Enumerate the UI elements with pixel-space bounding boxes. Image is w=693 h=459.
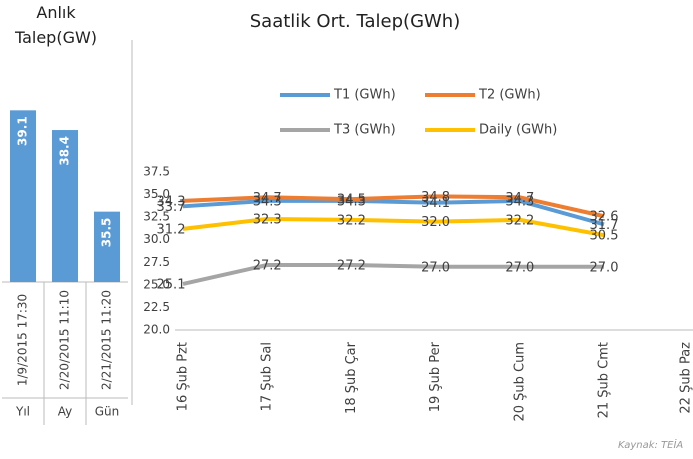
data-label: 32.2 [505,213,534,228]
series-line [182,194,605,219]
legend-label: Daily (GWh) [479,123,557,138]
x-tick-label: 16 Şub Pzt [176,342,191,411]
data-label: 27.2 [253,258,282,273]
data-label: 34.3 [337,194,366,209]
value-label: 39.1 [16,116,30,146]
x-tick-label: 21 Şub Cmt [597,342,612,418]
data-label: 27.0 [421,260,450,275]
group-label: Ay [58,405,73,419]
x-tick-label: 22 Şub Paz [679,342,693,414]
data-label: 34.8 [421,190,450,205]
data-label: 34.5 [337,193,366,208]
data-label: 32.0 [421,215,450,230]
data-label: 34.3 [157,194,186,209]
category-label: 2/20/2015 11:10 [58,290,72,390]
data-label: 32.2 [337,213,366,228]
value-label: 35.5 [100,218,114,248]
category-label: 2/21/2015 11:20 [100,290,114,390]
data-label: 34.7 [505,191,534,206]
bar [94,211,120,282]
series-line [182,216,605,238]
y-tick-label: 32.5 [143,210,170,224]
value-label: 38.4 [58,136,72,166]
source: Kaynak: TEİA [618,440,684,451]
data-label: 31.7 [590,218,619,233]
y-tick-label: 35.0 [143,187,170,201]
bar [10,110,36,282]
data-label: 27.0 [590,260,619,275]
legend-label: T1 (GWh) [333,88,396,103]
group-label: Gün [95,405,120,419]
data-label: 34.7 [253,191,282,206]
y-tick-label: 20.0 [143,323,170,337]
data-label: 33.7 [157,200,186,215]
x-tick-label: 19 Şub Per [428,341,443,412]
data-label: 31.2 [157,222,186,237]
data-label: 34.3 [505,194,534,209]
category-label: 1/9/2015 17:30 [16,294,30,386]
y-tick-label: 37.5 [143,165,170,179]
data-label: 25.1 [157,277,186,292]
series-line [182,262,604,286]
chart-title: Saatlik Ort. Talep(GWh) [250,11,461,32]
x-tick-label: 20 Şub Cum [512,342,527,422]
x-tick-label: 17 Şub Sal [260,342,275,411]
x-tick-label: 18 Şub Çar [344,341,359,414]
dashboard: Saatlik Ort. Talep(GWh) 39.1 1/9/2015 17:… [2,11,693,425]
series-line [182,198,605,227]
legend-label: T3 (GWh) [333,123,396,138]
data-label: 34.1 [421,196,450,211]
data-label: 27.2 [337,258,366,273]
data-label: 27.0 [505,260,534,275]
data-label: 32.3 [253,212,282,227]
data-label: 30.5 [590,229,619,244]
bar [52,130,78,282]
data-label: 34.3 [253,194,282,209]
data-label: 32.6 [590,210,619,225]
group-label: Yıl [15,405,30,419]
y-tick-label: 25.0 [143,277,170,291]
legend-label: T2 (GWh) [478,88,541,103]
left-title: Anlık Talep(GW) [14,3,98,47]
y-tick-label: 30.0 [143,232,170,246]
y-tick-label: 27.5 [143,255,170,269]
y-tick-label: 22.5 [143,300,170,314]
